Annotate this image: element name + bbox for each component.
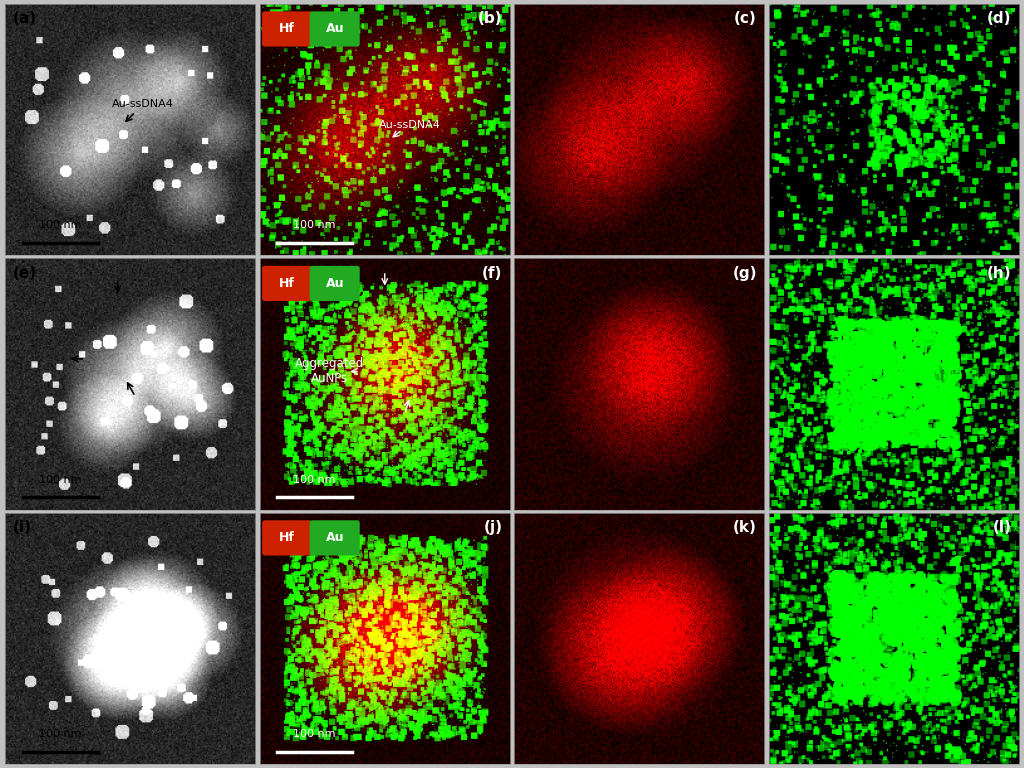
Text: (j): (j) [483,520,503,535]
Text: (b): (b) [478,12,503,26]
FancyBboxPatch shape [309,12,359,47]
Text: (a): (a) [12,12,37,26]
FancyBboxPatch shape [309,266,359,301]
Text: (g): (g) [732,266,757,281]
Text: Au: Au [326,531,344,545]
Text: Hf: Hf [280,531,295,545]
FancyBboxPatch shape [309,520,359,555]
Text: (c): (c) [734,12,757,26]
Text: Aggregated
AuNPs: Aggregated AuNPs [295,357,365,386]
Text: 100 nm: 100 nm [39,220,82,230]
Text: (d): (d) [987,12,1012,26]
FancyBboxPatch shape [262,520,312,555]
Text: (e): (e) [12,266,37,281]
Text: 100 nm: 100 nm [294,729,336,739]
FancyBboxPatch shape [262,12,312,47]
Text: 100 nm: 100 nm [39,729,82,739]
Text: 100 nm: 100 nm [39,475,82,485]
Text: Hf: Hf [280,22,295,35]
FancyBboxPatch shape [262,266,312,301]
Text: (f): (f) [482,266,503,281]
Text: Au: Au [326,277,344,290]
Text: Hf: Hf [280,277,295,290]
Text: Au-ssDNA4: Au-ssDNA4 [379,120,440,130]
Text: (h): (h) [987,266,1012,281]
Text: 100 nm: 100 nm [294,475,336,485]
Text: (i): (i) [12,520,32,535]
Text: Au: Au [326,22,344,35]
Text: (k): (k) [733,520,757,535]
Text: 100 nm: 100 nm [294,220,336,230]
Text: (l): (l) [992,520,1012,535]
Text: Au-ssDNA4: Au-ssDNA4 [112,99,174,109]
